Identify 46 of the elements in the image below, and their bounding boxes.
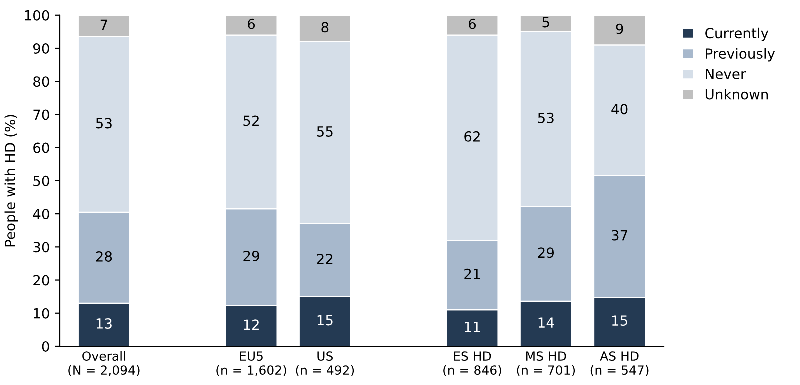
data-label: 40: [612, 104, 628, 115]
data-label: 28: [96, 251, 112, 262]
data-label: 53: [96, 118, 112, 129]
data-label: 13: [96, 318, 112, 330]
y-tick-label: 80: [34, 76, 50, 88]
legend-label: Previously: [706, 48, 776, 62]
x-tick-label: EU5 (n = 1,602): [216, 352, 286, 377]
data-label: 8: [322, 22, 329, 33]
y-tick-label: 50: [34, 176, 50, 186]
y-tick-label: 90: [33, 43, 50, 54]
data-label: 7: [100, 20, 108, 30]
data-label: 22: [317, 254, 333, 264]
y-tick-label: 70: [34, 110, 50, 120]
y-tick-label: 10: [34, 308, 50, 319]
legend-label: Never: [706, 69, 746, 80]
data-label: 62: [464, 131, 480, 142]
data-label: 11: [465, 322, 480, 332]
y-axis-title: People with HD (%): [4, 115, 18, 247]
data-label: 12: [244, 320, 259, 330]
data-label: 53: [538, 112, 554, 124]
data-label: 29: [538, 248, 554, 258]
data-label: 55: [317, 126, 333, 137]
y-tick-label: 40: [33, 209, 50, 220]
y-tick-label: 0: [42, 341, 50, 352]
data-label: 52: [244, 116, 259, 126]
y-tick-label: 100: [25, 10, 50, 21]
y-tick-label: 20: [34, 275, 50, 286]
data-label: 9: [616, 24, 624, 34]
x-tick-label: US (n = 492): [296, 352, 354, 377]
legend-label: Currently: [706, 28, 769, 42]
data-label: 29: [244, 250, 260, 262]
x-tick-label: ES HD (n = 846): [444, 352, 502, 377]
data-label: 15: [318, 315, 333, 326]
x-tick-label: Overall (N = 2,094): [68, 351, 140, 377]
data-label: 14: [538, 318, 554, 328]
x-tick-label: AS HD (n = 547): [590, 352, 649, 377]
x-tick-label: MS HD (n = 701): [517, 352, 576, 377]
legend-label: Unknown: [706, 89, 768, 100]
data-label: 37: [612, 230, 628, 241]
data-label: 21: [464, 268, 480, 280]
data-label: 6: [248, 18, 256, 30]
y-tick-label: 30: [34, 242, 50, 253]
data-label: 5: [542, 17, 550, 28]
data-label: 6: [469, 18, 476, 30]
y-tick-label: 60: [34, 142, 50, 154]
data-label: 15: [612, 316, 628, 326]
